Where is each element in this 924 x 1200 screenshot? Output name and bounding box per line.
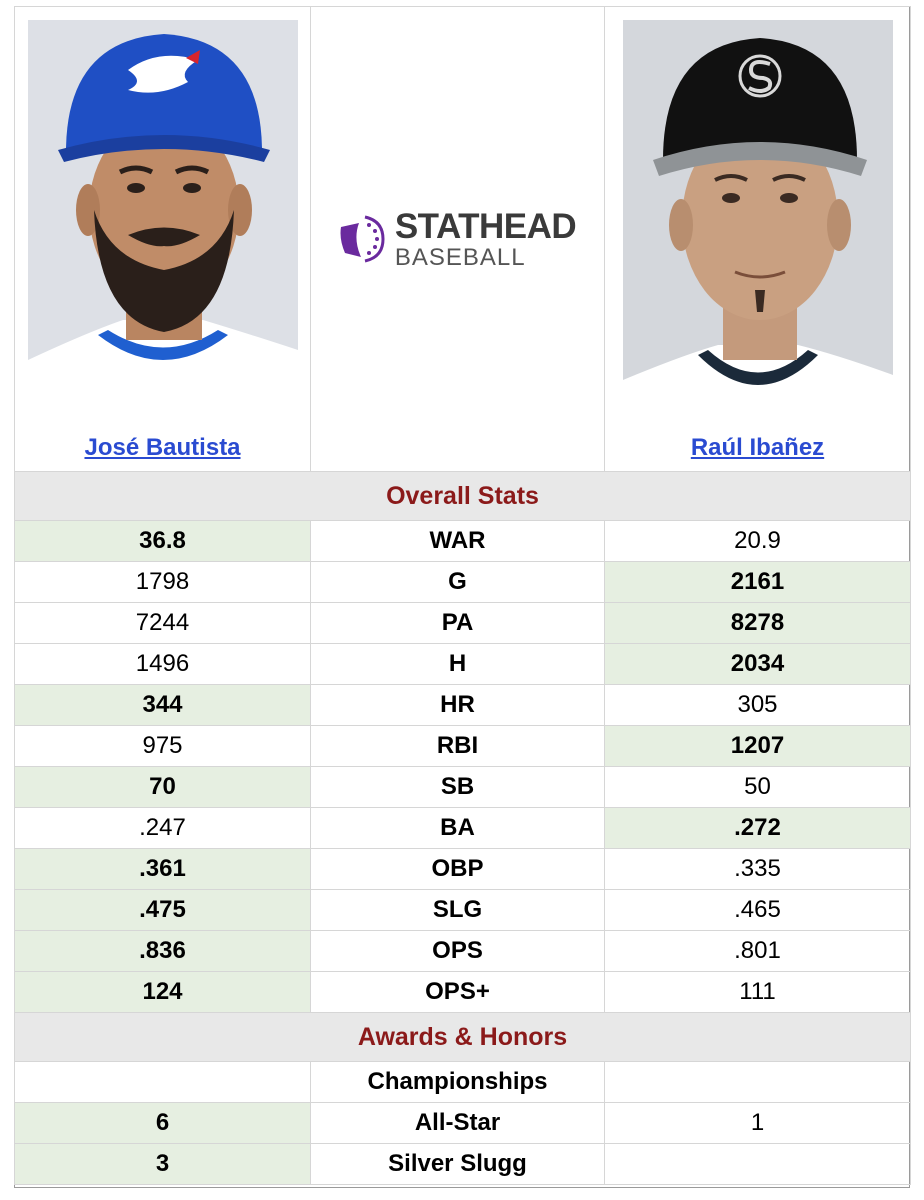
stat-row: 3 Silver Slugg	[14, 1143, 911, 1185]
left-value	[14, 1061, 311, 1103]
stat-row: 1496 H 2034	[14, 643, 911, 685]
logo-brand-top: STATHEAD	[394, 206, 577, 246]
right-value: 111	[604, 971, 911, 1013]
stat-row: 36.8 WAR 20.9	[14, 520, 911, 562]
right-value: .335	[604, 848, 911, 890]
stat-row: Championships	[14, 1061, 911, 1103]
stat-label: RBI	[310, 725, 605, 767]
stat-row: .836 OPS .801	[14, 930, 911, 972]
stat-label: G	[310, 561, 605, 603]
left-value: .247	[14, 807, 311, 849]
left-value: .361	[14, 848, 311, 890]
right-value: 8278	[604, 602, 911, 644]
right-value: 305	[604, 684, 911, 726]
stat-row: 70 SB 50	[14, 766, 911, 808]
stat-label: H	[310, 643, 605, 685]
left-value: 3	[14, 1143, 311, 1185]
stat-row: 6 All-Star 1	[14, 1102, 911, 1144]
logo-brand-bottom: BASEBALL	[394, 243, 526, 271]
stathead-mark-icon	[340, 215, 385, 263]
left-value: 975	[14, 725, 311, 767]
awards-header: Awards & Honors	[14, 1012, 911, 1062]
stat-label: Silver Slugg	[310, 1143, 605, 1185]
left-value: 1496	[14, 643, 311, 685]
right-value: .801	[604, 930, 911, 972]
left-player-cell: José Bautista	[14, 6, 311, 472]
right-value: 2034	[604, 643, 911, 685]
right-value: .272	[604, 807, 911, 849]
stat-label: OBP	[310, 848, 605, 890]
left-value: 6	[14, 1102, 311, 1144]
stat-label: OPS	[310, 930, 605, 972]
stat-label: OPS+	[310, 971, 605, 1013]
left-player-link[interactable]: José Bautista	[84, 434, 241, 461]
overall-stats-header-title: Overall Stats	[14, 471, 911, 521]
left-value: .836	[14, 930, 311, 972]
left-player-photo	[27, 20, 298, 426]
players-row: José Bautista STATHEAD BASEBA	[14, 6, 911, 472]
left-value: 1798	[14, 561, 311, 603]
right-player-cell: Raúl Ibañez	[604, 6, 911, 472]
right-value: 1207	[604, 725, 911, 767]
stat-row: 124 OPS+ 111	[14, 971, 911, 1013]
right-value	[604, 1143, 911, 1185]
left-value: 70	[14, 766, 311, 808]
stat-row: .361 OBP .335	[14, 848, 911, 890]
right-value: 50	[604, 766, 911, 808]
logo-cell: STATHEAD BASEBALL	[310, 6, 605, 472]
stathead-logo[interactable]: STATHEAD BASEBALL	[311, 209, 604, 270]
overall-stats-header: Overall Stats	[14, 471, 911, 521]
left-value: 36.8	[14, 520, 311, 562]
stat-label: HR	[310, 684, 605, 726]
right-value: 1	[604, 1102, 911, 1144]
stat-label: All-Star	[310, 1102, 605, 1144]
right-value: 2161	[604, 561, 911, 603]
stat-row: .247 BA .272	[14, 807, 911, 849]
right-value: 20.9	[604, 520, 911, 562]
stat-row: 7244 PA 8278	[14, 602, 911, 644]
stat-label: SB	[310, 766, 605, 808]
stat-row: .475 SLG .465	[14, 889, 911, 931]
right-value	[604, 1061, 911, 1103]
awards-header-title: Awards & Honors	[14, 1012, 911, 1062]
left-value: 7244	[14, 602, 311, 644]
right-player-photo	[622, 20, 893, 426]
stat-label: SLG	[310, 889, 605, 931]
left-value: .475	[14, 889, 311, 931]
stat-label: WAR	[310, 520, 605, 562]
comparison-table: José Bautista STATHEAD BASEBA	[14, 6, 911, 1185]
right-player-link[interactable]: Raúl Ibañez	[690, 434, 825, 461]
stat-label: BA	[310, 807, 605, 849]
left-value: 344	[14, 684, 311, 726]
stat-label: Championships	[310, 1061, 605, 1103]
stat-row: 975 RBI 1207	[14, 725, 911, 767]
stat-row: 344 HR 305	[14, 684, 911, 726]
stat-label: PA	[310, 602, 605, 644]
left-value: 124	[14, 971, 311, 1013]
right-value: .465	[604, 889, 911, 931]
stat-row: 1798 G 2161	[14, 561, 911, 603]
